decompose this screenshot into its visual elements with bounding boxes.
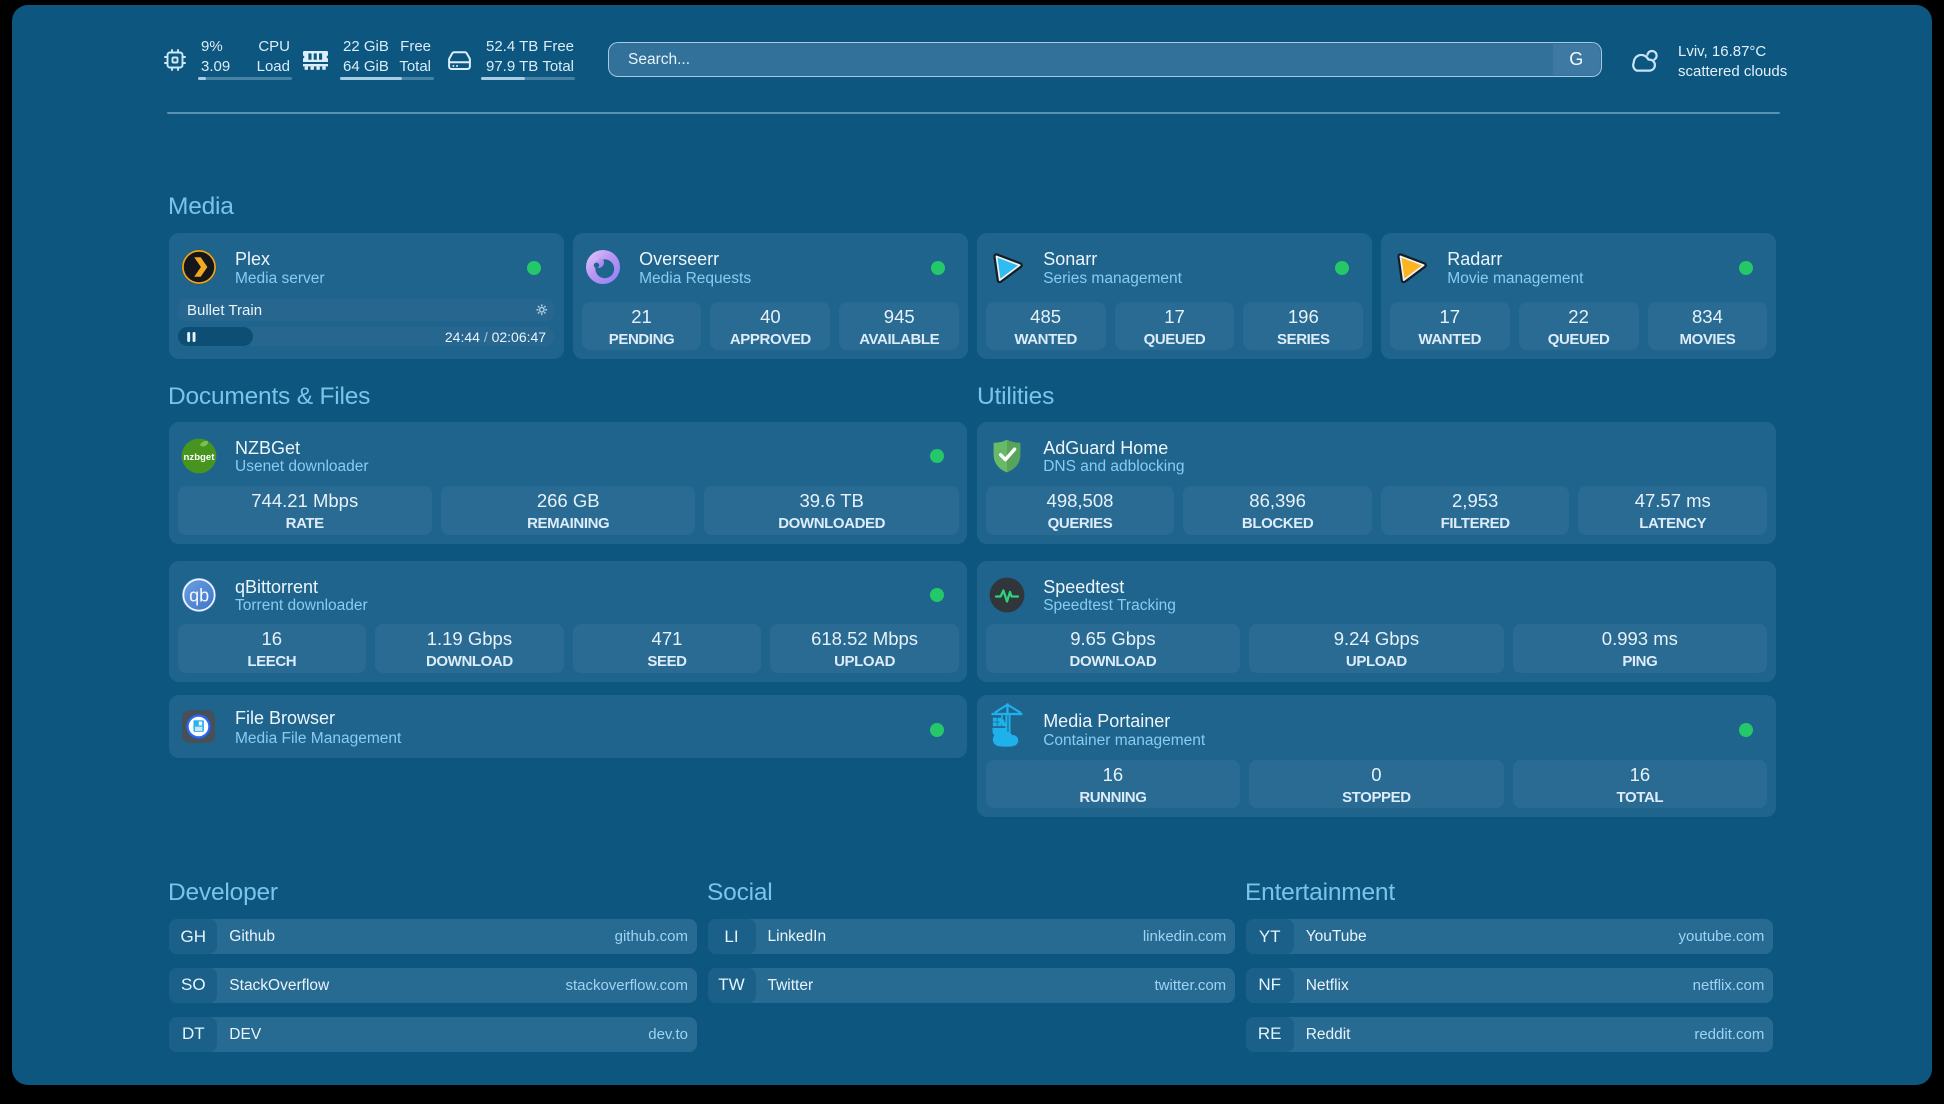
svg-text:nzbget: nzbget	[184, 451, 216, 462]
svg-text:qb: qb	[189, 585, 209, 605]
